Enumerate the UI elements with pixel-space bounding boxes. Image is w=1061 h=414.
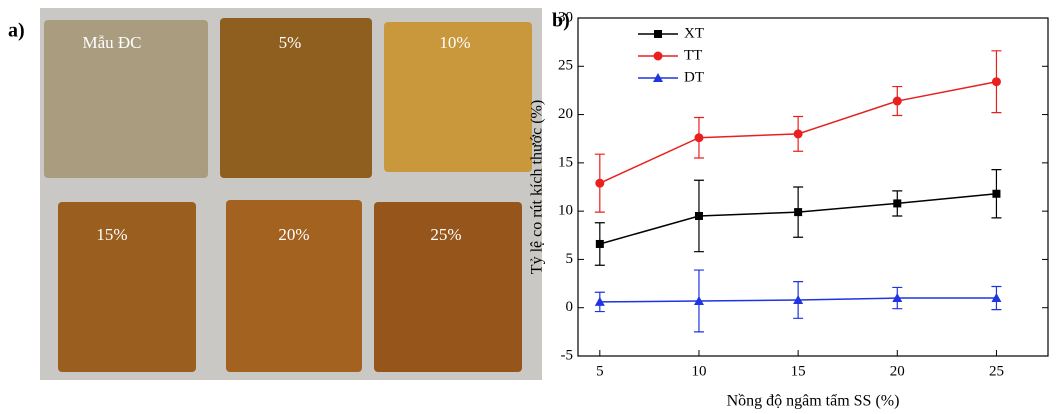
legend-label: DT xyxy=(684,69,704,85)
x-tick-label: 10 xyxy=(691,363,706,379)
plot-frame xyxy=(578,18,1048,356)
y-tick-label: 20 xyxy=(558,106,573,122)
x-tick-label: 15 xyxy=(791,363,806,379)
sample-label: 10% xyxy=(439,33,470,52)
marker xyxy=(596,240,604,248)
marker xyxy=(794,208,802,216)
figure: a) Mẫu ĐC 5% 10% 15% 20% 25% b) Nồng độ … xyxy=(0,0,1061,414)
legend-label: XT xyxy=(684,25,704,41)
marker xyxy=(695,212,703,220)
marker xyxy=(694,133,703,142)
x-tick-label: 25 xyxy=(989,363,1004,379)
marker xyxy=(893,97,902,106)
y-tick-label: 5 xyxy=(566,251,574,267)
sample-label: 25% xyxy=(430,225,461,244)
y-tick-label: 10 xyxy=(558,203,573,219)
marker xyxy=(595,179,604,188)
sample-label: 20% xyxy=(278,225,309,244)
marker xyxy=(654,30,662,38)
marker xyxy=(893,199,901,207)
sample-label: 5% xyxy=(279,33,302,52)
x-tick-label: 5 xyxy=(596,363,604,379)
y-tick-label: 25 xyxy=(558,58,573,74)
y-tick-label: 15 xyxy=(558,154,573,170)
marker xyxy=(992,77,1001,86)
y-tick-label: 0 xyxy=(566,299,574,315)
marker xyxy=(794,129,803,138)
sample-label: Mẫu ĐC xyxy=(82,33,141,52)
sample-label: 15% xyxy=(96,225,127,244)
y-axis-label: Tỷ lệ co rút kích thước (%) xyxy=(529,100,546,274)
marker xyxy=(654,52,663,61)
panel-label: a) xyxy=(8,20,25,42)
x-tick-label: 20 xyxy=(890,363,905,379)
legend-label: TT xyxy=(684,47,702,63)
marker xyxy=(992,190,1000,198)
y-tick-label: 30 xyxy=(558,9,573,25)
page: a) Mẫu ĐC 5% 10% 15% 20% 25% b) Nồng độ … xyxy=(0,0,1061,414)
y-tick-label: -5 xyxy=(561,347,574,363)
x-axis-label: Nồng độ ngâm tẩm SS (%) xyxy=(727,393,900,410)
